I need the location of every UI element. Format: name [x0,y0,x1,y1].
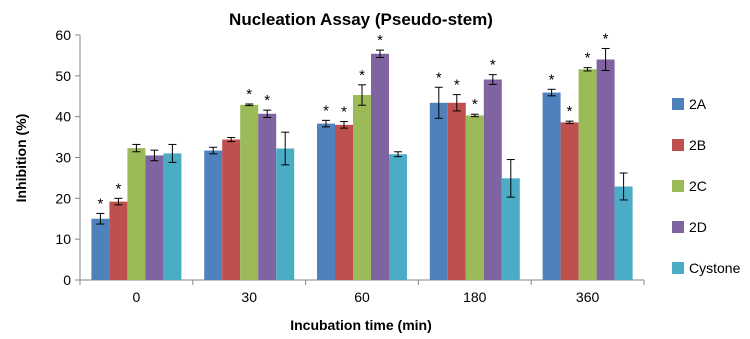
legend: 2A 2B 2C 2D Cystone [672,96,741,276]
significance-star: * [472,96,478,113]
bar [258,113,277,280]
x-tick-label: 180 [463,289,487,305]
y-axis: 0 10 20 30 40 50 60 [55,27,81,288]
legend-label: Cystone [689,260,741,276]
error-bars [96,47,628,225]
legend-swatch [672,221,684,233]
bar [614,186,633,280]
significance-markers: * * * * * * * * * * * * * * * * [97,30,608,212]
significance-star: * [323,102,329,119]
bar [389,154,407,280]
significance-star: * [359,67,365,84]
bar [353,95,371,281]
significance-star: * [115,180,121,197]
bar [371,53,389,281]
bar [276,148,295,280]
significance-star: * [454,77,460,94]
y-tick-label: 0 [63,272,71,288]
chart-title: Nucleation Assay (Pseudo-stem) [229,10,493,29]
legend-label: 2A [689,96,707,112]
bar [596,59,615,280]
legend-label: 2B [689,137,706,153]
legend-swatch [672,139,684,151]
bar [163,153,182,280]
legend-label: 2D [689,219,707,235]
legend-swatch [672,98,684,110]
y-tick-label: 10 [55,231,71,247]
bar [542,92,561,280]
significance-star: * [264,92,270,109]
legend-label: 2C [689,178,707,194]
significance-star: * [585,50,591,67]
significance-star: * [377,32,383,49]
bars [91,53,633,281]
bar [127,148,146,280]
x-tick-label: 0 [133,289,141,305]
x-tick-label: 360 [576,289,600,305]
bar [465,115,484,280]
bar [91,218,110,280]
significance-star: * [246,86,252,103]
x-axis-title: Incubation time (min) [290,317,432,333]
significance-star: * [97,195,103,212]
y-tick-label: 40 [55,109,71,125]
significance-star: * [567,103,573,120]
y-tick-label: 60 [55,27,71,43]
x-axis: 0 30 60 180 360 [79,279,645,305]
bar [483,79,502,280]
y-axis-title: Inhibition (%) [13,114,29,203]
y-tick-label: 50 [55,68,71,84]
bar [501,178,520,280]
significance-star: * [490,57,496,74]
x-tick-label: 30 [241,289,257,305]
bar [222,139,241,280]
bar [429,102,448,281]
bar [447,102,466,281]
significance-star: * [549,71,555,88]
y-tick-label: 30 [55,150,71,166]
bar [317,123,335,280]
significance-star: * [603,30,609,47]
bar [204,150,223,280]
bar [578,69,597,280]
legend-swatch [672,262,684,274]
bar [560,122,579,280]
bar [240,104,259,280]
bar [145,155,164,280]
y-tick-label: 20 [55,190,71,206]
significance-star: * [436,69,442,86]
x-tick-label: 60 [354,289,370,305]
bar [109,201,128,280]
significance-star: * [341,104,347,121]
bar [335,124,353,280]
legend-swatch [672,180,684,192]
